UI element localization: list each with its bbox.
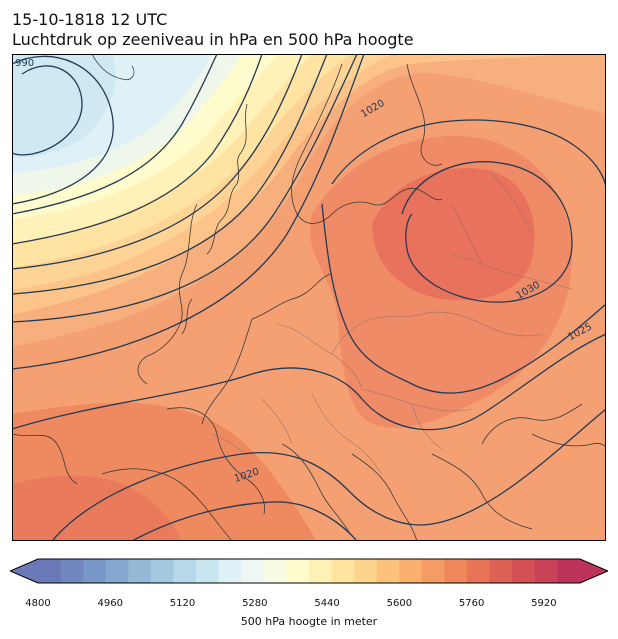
colorbar-extend-low: [10, 559, 38, 583]
colorbar-tick-label: 5600: [386, 598, 413, 609]
colorbar-outline: [10, 558, 608, 584]
colorbar-tick-label: 5920: [531, 598, 557, 609]
colorbar-cell: [309, 559, 333, 583]
colorbar-cell: [354, 559, 378, 583]
map-title-description: Luchtdruk op zeeniveau in hPa en 500 hPa…: [12, 30, 414, 49]
colorbar-cell: [60, 559, 84, 583]
colorbar-tick-label: 4800: [25, 598, 51, 609]
colorbar-cell: [150, 559, 175, 583]
height-band: [372, 168, 535, 301]
colorbar-tick-label: 5120: [169, 598, 196, 609]
colorbar-tick-label: 5760: [458, 598, 485, 609]
map-title-date: 15-10-1818 12 UTC: [12, 10, 168, 29]
height-band: [12, 54, 116, 158]
colorbar-cell: [263, 559, 288, 583]
colorbar-cell: [557, 559, 581, 583]
colorbar-cell: [286, 559, 310, 583]
colorbar-cell: [444, 559, 468, 583]
coastlines: [12, 54, 606, 541]
colorbar: [10, 558, 608, 584]
colorbar-cell: [467, 559, 491, 583]
colorbar-cell: [399, 559, 423, 583]
colorbar-cells: [38, 559, 581, 583]
colorbar-cell: [83, 559, 107, 583]
colorbar-cell: [534, 559, 559, 583]
colorbar-cell: [331, 559, 355, 583]
colorbar-extend-high: [580, 559, 608, 583]
colorbar-tick-label: 5280: [242, 598, 268, 609]
map-frame: [12, 54, 606, 541]
colorbar-cell: [376, 559, 400, 583]
colorbar-tick-label: 5440: [314, 598, 340, 609]
colorbar-tick-label: 4960: [97, 598, 123, 609]
colorbar-label: 500 hPa hoogte in meter: [240, 615, 378, 628]
colorbar-cell: [128, 559, 152, 583]
colorbar-cell: [421, 559, 446, 583]
height-band: [12, 475, 182, 541]
weather-map: 990 1020 1030 1025 1020: [12, 54, 606, 541]
colorbar-cell: [105, 559, 129, 583]
isobars: [12, 54, 606, 541]
colorbar-cell: [38, 559, 62, 583]
isobar-label: 990: [15, 58, 34, 69]
colorbar-cell: [241, 559, 265, 583]
country-borders: [211, 173, 573, 475]
colorbar-cell: [196, 559, 220, 583]
colorbar-cell: [173, 559, 197, 583]
colorbar-cell: [489, 559, 513, 583]
colorbar-cell: [218, 559, 242, 583]
colorbar-cell: [512, 559, 536, 583]
